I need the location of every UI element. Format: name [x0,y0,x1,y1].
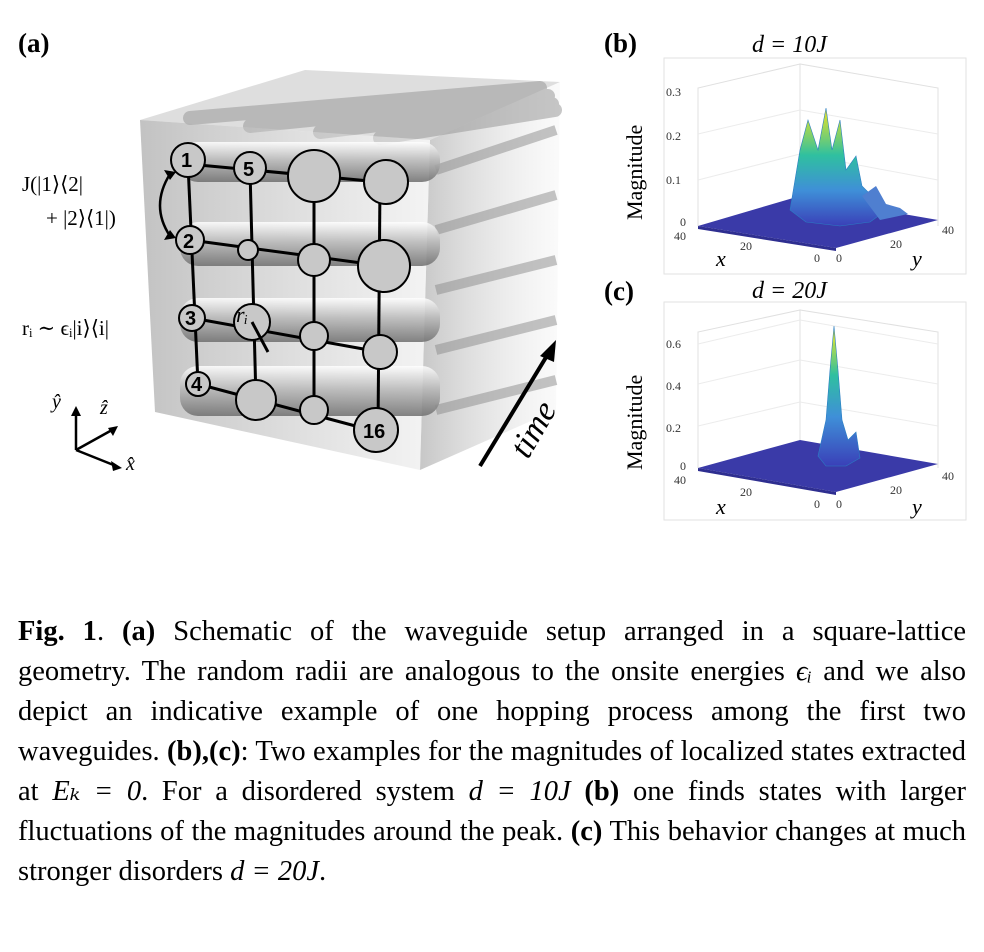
b-x-tick-1: 20 [740,239,752,253]
b-y-label: y [910,246,922,271]
axis-z-label: ẑ [99,397,108,419]
site-3-label: 3 [185,308,196,330]
waveguide-box: rᵢ 1 2 3 4 5 16 [140,70,562,470]
caption-c-label: (c) [570,816,603,847]
b-y-tick-0: 0 [836,251,842,265]
caption-text-bc: : Two examples for the magnitudes of loc… [18,736,967,807]
site-2-label: 2 [183,231,194,253]
caption-fig-label: Fig. 1 [18,616,97,647]
caption-eps: ϵᵢ [796,656,813,687]
b-z-tick-1: 0.2 [666,129,681,143]
site-5-label: 5 [243,159,254,181]
panel-c-title: d = 20J [752,278,827,304]
caption-bc-label: (b),(c) [167,736,241,767]
caption-text-c: This behavior changes at much stronger d… [18,816,967,887]
c-z-tick-2: 0.2 [666,421,681,435]
caption-end: . [319,856,327,887]
b-z-tick-0: 0.3 [666,85,681,99]
c-x-label: x [715,494,726,519]
c-y-tick-2: 40 [942,469,954,483]
c-y-tick-0: 0 [836,497,842,511]
caption-d20: d = 20J [230,856,320,887]
time-arrow [478,352,550,468]
c-z-tick-0: 0.6 [666,337,681,351]
caption-text-a: Schematic of the waveguide setup arrange… [18,616,966,687]
caption-b-label: (b) [584,776,620,807]
caption-text-b: one finds states with larger fluctuation… [18,776,967,847]
c-y-tick-1: 20 [890,483,902,497]
axis-x-label: x̂ [125,453,135,475]
caption-ek: Eₖ = 0 [52,776,142,807]
radius-label: rᵢ [236,302,248,327]
panel-b-plot: 0.3 0.2 0.1 0 40 20 0 0 20 40 x y Magnit… [622,57,967,275]
c-z-label: Magnitude [622,375,647,470]
site-16-label: 16 [363,421,385,443]
b-x-label: x [715,246,726,271]
b-y-tick-2: 40 [942,223,954,237]
b-x-tick-0: 40 [674,229,686,243]
coordinate-axes [74,412,117,468]
c-x-tick-1: 20 [740,485,752,499]
b-y-tick-1: 20 [890,237,902,251]
caption-text-a2: and we also depict an indicative example… [18,656,967,767]
c-x-tick-2: 0 [814,497,820,511]
caption-a-label: (a) [122,616,156,647]
axis-y-label: ŷ [50,391,61,413]
c-z-tick-3: 0 [680,459,686,473]
c-y-label: y [910,494,922,519]
site-4-label: 4 [191,374,203,396]
b-x-tick-2: 0 [814,251,820,265]
site-1-label: 1 [181,150,192,172]
panel-b-label: (b) [604,28,637,58]
hopping-arrow [158,173,172,237]
c-x-tick-0: 40 [674,473,686,487]
panel-b-title: d = 10J [752,32,827,58]
figure-caption: Fig. 1. (a) Schematic of the waveguide s… [18,616,967,887]
b-z-tick-2: 0.1 [666,173,681,187]
hopping-term-line2: + |2⟩⟨1|) [46,206,116,230]
c-z-tick-1: 0.4 [666,379,681,393]
b-z-tick-3: 0 [680,215,686,229]
panel-c-plot: 0.6 0.4 0.2 0 40 20 0 0 20 40 x y Magnit… [622,301,967,521]
b-z-label: Magnitude [622,125,647,220]
panel-c-label: (c) [604,276,634,306]
figure-graphics: rᵢ 1 2 3 4 5 16 time ŷ ẑ x̂ [50,57,967,521]
onsite-term: rᵢ ∼ ϵᵢ|i⟩⟨i| [22,316,109,340]
hopping-term-line1: J(|1⟩⟨2| [22,172,83,196]
caption-text-bc2: . For a disordered system [141,776,469,807]
caption-d10: d = 10J [468,776,571,807]
panel-a-label: (a) [18,28,50,58]
